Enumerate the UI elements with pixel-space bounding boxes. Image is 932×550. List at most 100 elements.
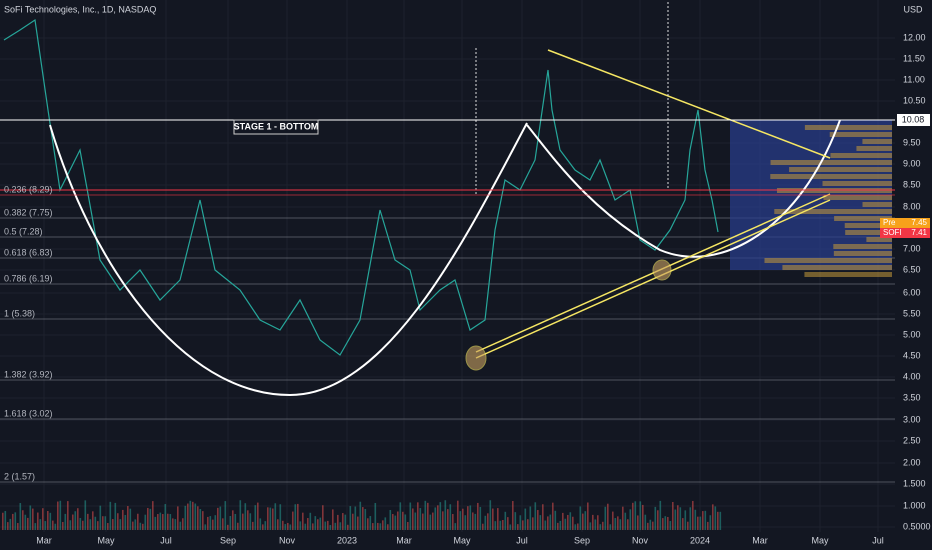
volume-bar [379,523,382,530]
volume-bar [642,504,644,530]
volume-bar [122,509,124,530]
volume-bar [709,515,712,530]
volume-bar [404,514,407,530]
volume-bar [17,523,19,530]
trend-line [475,199,831,359]
volume-bar [569,512,572,530]
profile-bar [866,237,892,242]
profile-bar [844,223,892,228]
volume-bar [169,514,172,530]
volume-bar [232,510,234,530]
volume-bar [39,519,42,530]
volume-bar [474,513,477,530]
volume-bar [157,514,159,530]
volume-bar [619,519,622,530]
volume-bar [574,524,577,530]
volume-bar [234,513,237,530]
volume-bar [499,520,502,530]
volume-bar [262,524,264,530]
volume-bar [629,509,632,530]
volume-bar [714,506,717,530]
volume-bar [612,511,614,530]
volume-bar [109,501,112,530]
volume-bar [444,500,447,530]
profile-bar [823,195,892,200]
volume-bar [489,500,492,530]
price-label: 5.00 [903,329,921,339]
price-label: 3.00 [903,414,921,424]
time-label: 2023 [337,535,357,545]
volume-bar [592,514,594,530]
volume-bar [632,502,634,530]
price-label: 6.50 [903,264,921,274]
volume-bar [579,506,582,530]
time-label: Jul [516,535,528,545]
volume-bar [299,521,302,530]
fib-label: 2 (1.57) [4,471,35,481]
price-label: 8.00 [903,201,921,211]
volume-bar [259,518,262,530]
fib-label: 0.618 (6.83) [4,247,53,257]
volume-bar [387,524,389,530]
volume-bar [692,500,694,530]
volume-bar [224,501,227,530]
volume-bar [547,516,549,530]
volume-bar [357,516,359,530]
price-label: 12.00 [903,32,926,42]
volume-bar [687,521,689,530]
cup-curve [49,122,528,397]
price-label: 6.00 [903,287,921,297]
volume-bar [424,500,427,530]
profile-bar [856,146,892,151]
profile-bar [833,251,892,256]
volume-bar [567,514,569,530]
volume-bar [557,522,559,530]
volume-bar [717,511,719,530]
volume-bar [327,520,329,530]
volume-bar [564,518,567,530]
volume-bar [584,511,587,530]
volume-bar [329,524,332,530]
volume-bar [102,516,104,530]
volume-bar [269,507,272,530]
volume-bar [707,521,709,530]
volume-bar [149,508,152,530]
time-label: Jul [872,535,884,545]
volume-bar [549,514,552,530]
volume-bar [212,519,214,530]
volume-bar [452,513,454,530]
volume-bar [207,516,209,530]
volume-bar [457,500,459,530]
volume-bar [214,515,217,530]
volume-bar [609,524,612,530]
volume-bar [637,515,639,530]
volume-bar [34,523,37,530]
volume-bar [624,512,627,530]
price-label: 5.50 [903,308,921,318]
volume-bar [139,522,142,530]
price-label: 9.50 [903,137,921,147]
volume-bar [274,503,277,530]
volume-bar [477,502,479,530]
volume-bar [442,511,444,530]
volume-bar [302,512,304,530]
volume-bar [254,505,257,530]
time-label: May [97,535,115,545]
volume-bar [159,512,162,530]
volume-bar [492,508,494,530]
volume-bar [204,524,207,530]
volume-profile [730,120,892,277]
volume-bar [429,514,432,530]
volume-bar [199,508,202,530]
volume-bar [264,521,267,530]
price-badge [880,218,930,228]
volume-bar [347,524,349,530]
volume-bar [512,501,514,530]
profile-bar [770,174,892,179]
volume-bar [74,511,77,530]
fib-label: 0.382 (7.75) [4,207,53,217]
volume-bar [309,512,312,530]
volume-bar [462,508,464,530]
